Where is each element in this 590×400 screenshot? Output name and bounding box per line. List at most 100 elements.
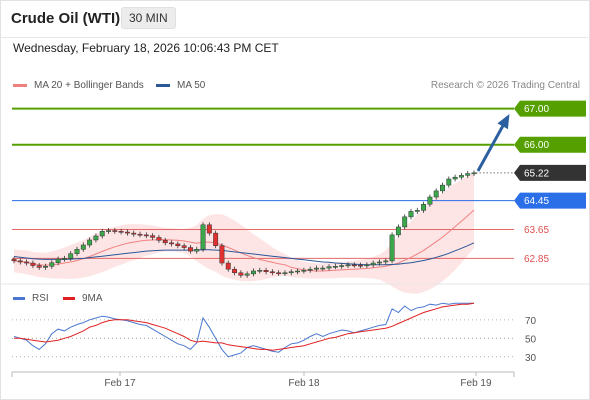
candle [43, 266, 48, 268]
candle [17, 260, 23, 263]
candle [383, 260, 389, 263]
candle [175, 243, 181, 246]
price-tag-bg-0 [514, 100, 586, 117]
candle [169, 242, 174, 245]
price-tag-label-4: 63.65 [524, 225, 549, 236]
candle [80, 244, 86, 250]
ma20-label: MA 20 + Bollinger Bands [34, 80, 144, 91]
candle [351, 264, 357, 267]
candle [452, 176, 458, 180]
candle [244, 273, 250, 276]
candle [251, 270, 256, 275]
chart-header: Crude Oil (WTI) 30 MIN [0, 0, 588, 38]
candle [213, 232, 219, 246]
price-tag-label-3: 64.45 [524, 196, 549, 207]
candle [181, 245, 187, 248]
ma50-line [13, 242, 475, 266]
rsi-label: RSI [32, 293, 49, 304]
candle [414, 210, 420, 212]
candle [440, 184, 445, 192]
candle [87, 239, 93, 246]
x-tick-label-0: Feb 17 [104, 378, 136, 389]
candle [339, 265, 345, 267]
candle [200, 224, 206, 250]
legend-ma20: MA 20 + Bollinger Bands [13, 80, 144, 91]
candle [320, 267, 326, 270]
price-tag-label-2: 65.22 [524, 168, 549, 179]
price-tag-label-1: 66.00 [524, 140, 549, 151]
candle [402, 216, 408, 228]
candle [421, 203, 427, 211]
candle [364, 264, 370, 267]
candle [395, 226, 401, 236]
candle [118, 231, 124, 233]
candle [61, 258, 67, 260]
candle [282, 272, 288, 275]
candle [458, 175, 464, 178]
ma50-label: MA 50 [177, 80, 206, 91]
candle [232, 268, 237, 274]
candle [124, 231, 130, 234]
candle [358, 264, 364, 267]
candle [408, 211, 414, 218]
x-tick-label-2: Feb 19 [460, 378, 492, 389]
candle [93, 235, 99, 241]
candle [301, 270, 307, 272]
candle [263, 270, 269, 272]
timeframe-badge[interactable]: 30 MIN [121, 7, 176, 29]
rsi-line [13, 302, 474, 358]
rsi-tick-label-50: 50 [525, 334, 537, 345]
candle [143, 234, 149, 237]
x-tick-label-1: Feb 18 [288, 378, 320, 389]
ma9-label: 9MA [82, 293, 103, 304]
candle [332, 266, 338, 268]
copyright-text: Research © 2026 Trading Central [430, 80, 580, 91]
candle [24, 261, 30, 264]
datetime-label: Wednesday, February 18, 2026 10:06:43 PM… [13, 41, 279, 55]
candle [446, 178, 452, 186]
candle [276, 272, 282, 275]
candle [295, 270, 301, 273]
candle [465, 173, 471, 176]
candle [238, 272, 244, 276]
candle [219, 245, 225, 264]
candle [269, 271, 275, 274]
candle [112, 230, 118, 232]
candle [326, 266, 332, 269]
candle [225, 262, 231, 270]
rsi-tick-label-70: 70 [525, 316, 537, 327]
price-tag-bg-2 [514, 164, 586, 181]
candle [187, 247, 193, 252]
bollinger-band [14, 172, 474, 294]
candle [162, 240, 168, 244]
candle [370, 262, 376, 266]
candle [427, 196, 433, 205]
candle [106, 230, 111, 232]
candle [307, 268, 313, 271]
candle [131, 232, 137, 235]
candle [30, 262, 36, 266]
candle [257, 270, 263, 272]
projection-arrow-head [497, 114, 510, 130]
ma20-line [13, 209, 475, 272]
candles-group [11, 170, 477, 278]
candle [99, 231, 105, 237]
candle [314, 267, 319, 270]
price-tag-bg-1 [514, 136, 586, 153]
price-tag-bg-3 [514, 192, 586, 209]
legend-ma50: MA 50 [156, 80, 205, 91]
candle [377, 261, 382, 264]
ma20-swatch [13, 84, 27, 87]
candle [345, 264, 351, 267]
candle [471, 172, 477, 175]
candle [137, 233, 143, 236]
candle [288, 271, 294, 274]
instrument-title: Crude Oil (WTI) [11, 10, 121, 27]
rsi-9ma-line [14, 302, 475, 351]
candle [206, 224, 212, 234]
rsi-swatch [13, 297, 25, 300]
candle [36, 265, 42, 268]
candle [150, 235, 156, 238]
price-tag-label-0: 67.00 [524, 104, 549, 115]
ma50-swatch [156, 84, 170, 87]
